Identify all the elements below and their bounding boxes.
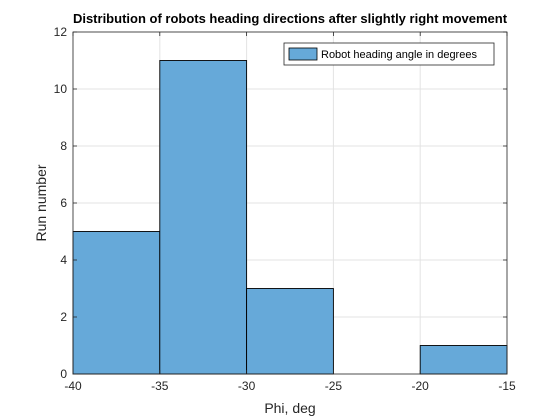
x-axis-label: Phi, deg xyxy=(264,400,315,416)
x-tick-label: -30 xyxy=(238,379,256,393)
legend-box xyxy=(283,42,495,66)
legend-swatch xyxy=(288,47,318,61)
legend[interactable]: Robot heading angle in degrees xyxy=(283,42,495,66)
y-axis-label: Run number xyxy=(33,164,49,241)
y-tick-label: 12 xyxy=(54,25,68,39)
y-tick-label: 0 xyxy=(60,367,67,381)
histogram-bar[interactable] xyxy=(159,60,248,375)
histogram-bars xyxy=(72,60,508,375)
histogram-bar[interactable] xyxy=(246,288,334,375)
histogram-bar[interactable] xyxy=(72,231,161,375)
x-tick-label: -40 xyxy=(64,379,82,393)
y-tick-label: 6 xyxy=(60,196,67,210)
histogram-bar[interactable] xyxy=(419,345,508,375)
y-tick-label: 4 xyxy=(60,253,67,267)
x-tick-label: -35 xyxy=(151,379,169,393)
y-tick-label: 10 xyxy=(54,82,68,96)
axis-ticks: -40 -35 -30 -25 -20 -15 0 2 4 6 8 10 12 xyxy=(54,25,516,393)
legend-entry-label: Robot heading angle in degrees xyxy=(321,49,477,61)
x-tick-label: -15 xyxy=(498,379,516,393)
y-tick-label: 2 xyxy=(60,310,67,324)
chart-title: Distribution of robots heading direction… xyxy=(73,11,508,26)
y-tick-label: 8 xyxy=(60,139,67,153)
x-tick-label: -25 xyxy=(325,379,343,393)
x-tick-label: -20 xyxy=(412,379,430,393)
